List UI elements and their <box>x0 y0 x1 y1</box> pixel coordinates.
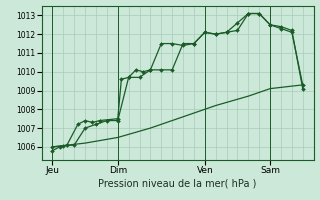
X-axis label: Pression niveau de la mer( hPa ): Pression niveau de la mer( hPa ) <box>99 178 257 188</box>
